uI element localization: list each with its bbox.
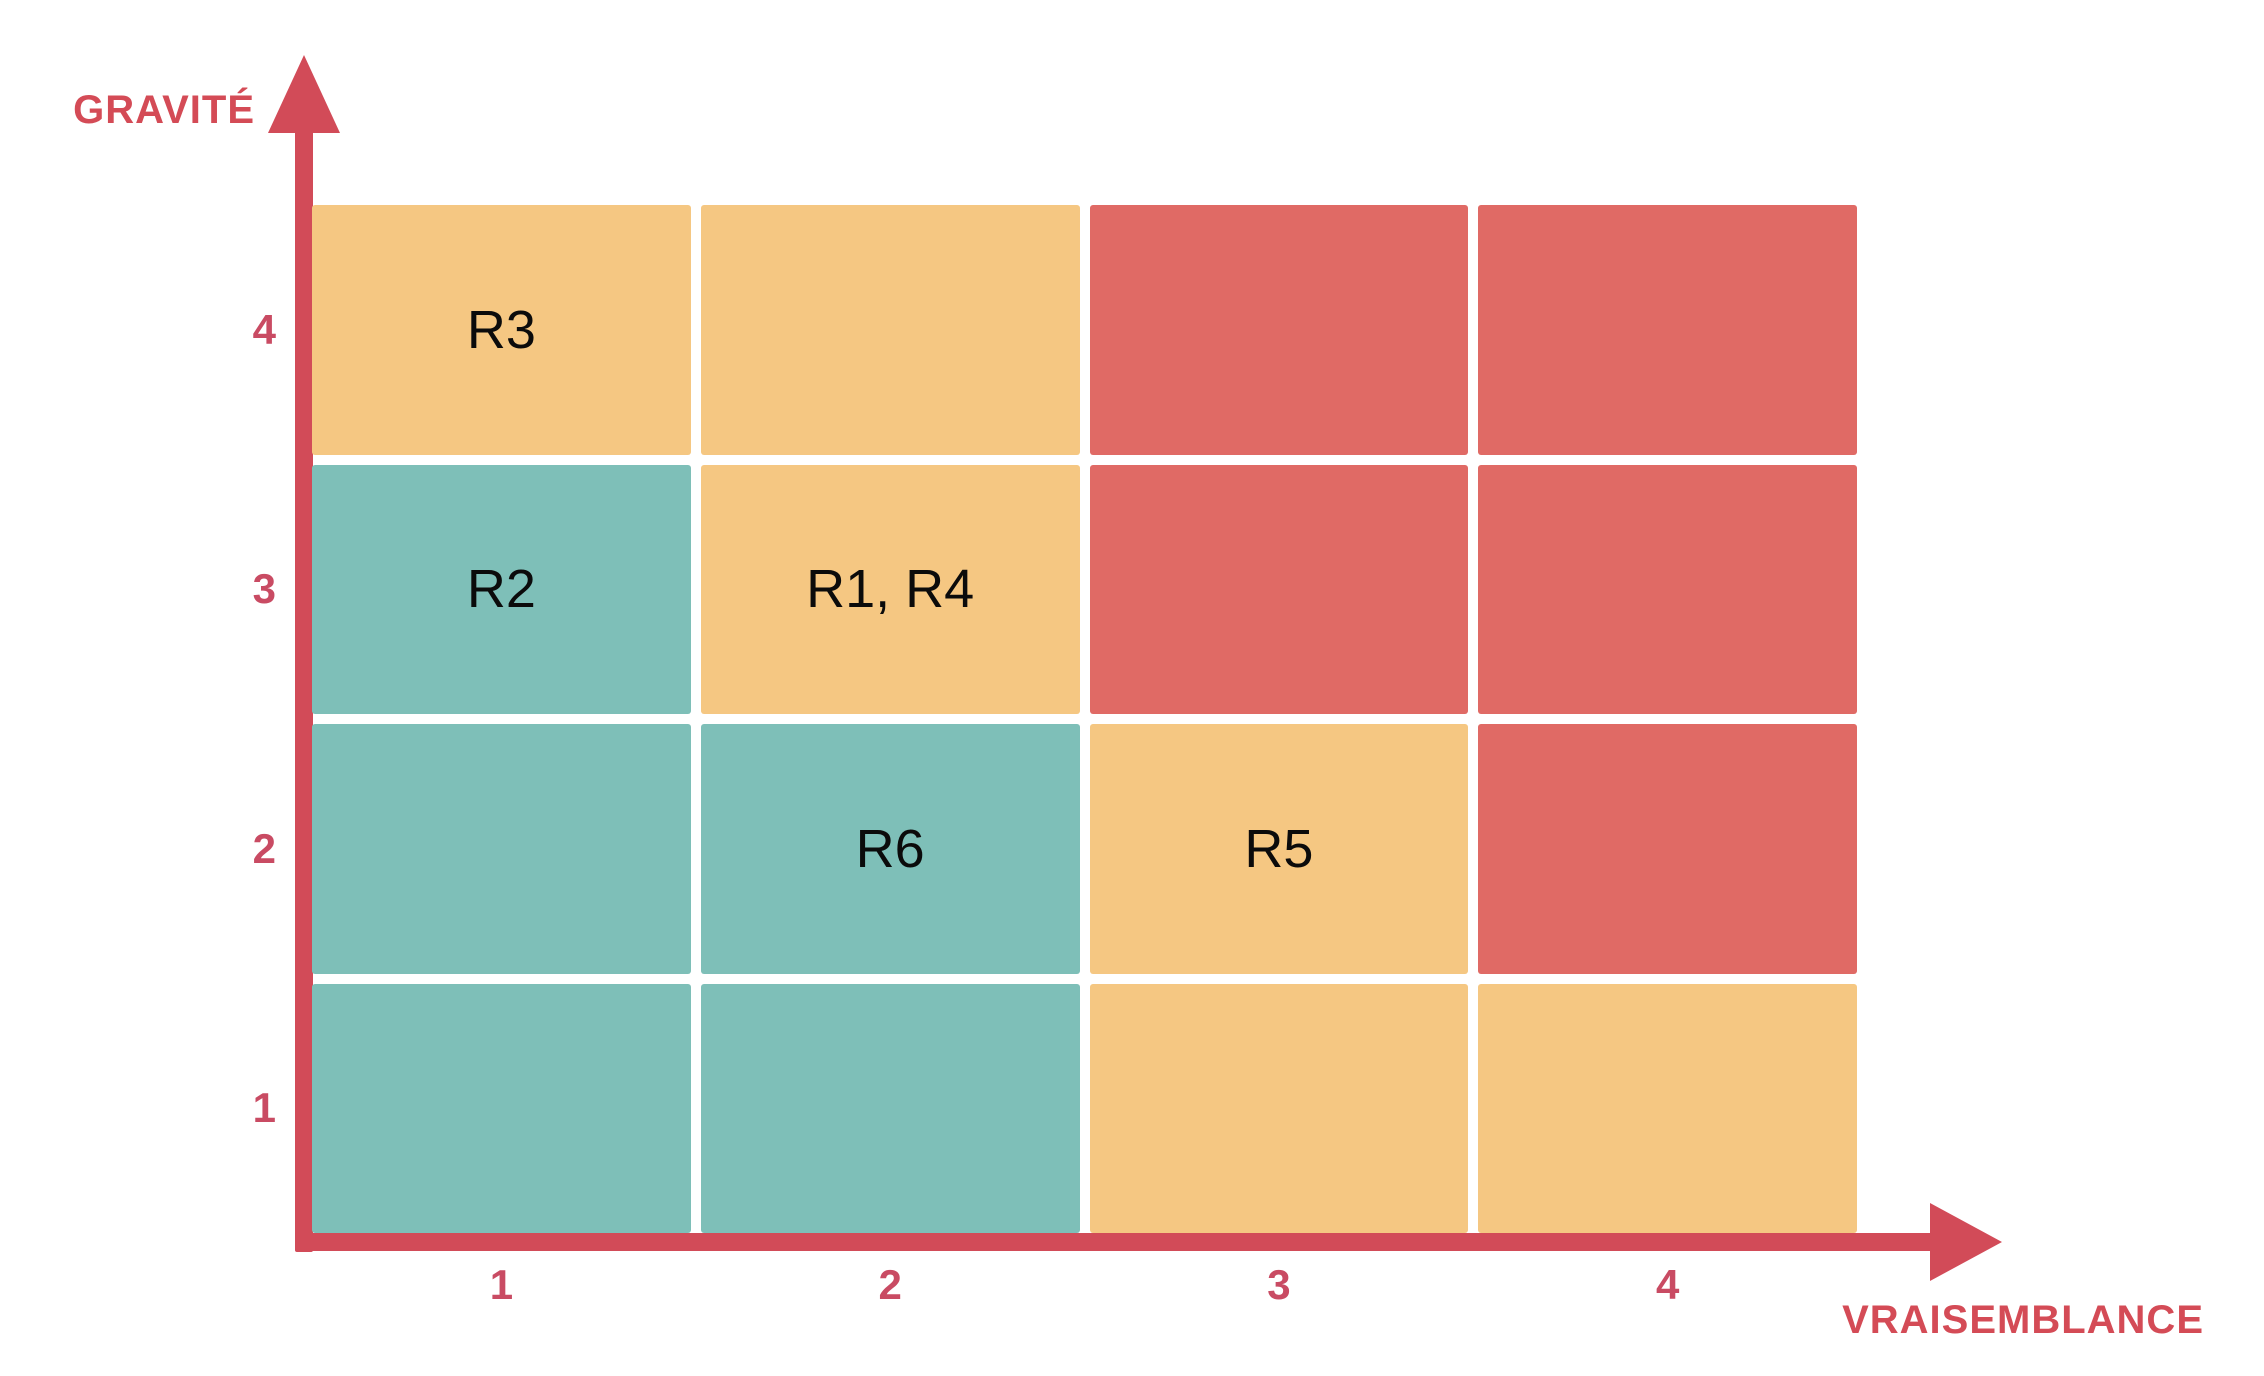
x-tick-1: 1: [489, 1261, 514, 1308]
y-axis-ticks: 4 3 2 1: [140, 205, 276, 1233]
x-tick-2: 2: [878, 1261, 902, 1308]
matrix-cell-g4-v3: [1089, 205, 1469, 455]
matrix-cell-g2-v3: R5: [1089, 724, 1469, 974]
x-axis-title: VRAISEMBLANCE: [1842, 1298, 2204, 1342]
x-tick-3: 3: [1267, 1261, 1291, 1308]
matrix-cell-g2-v4: [1478, 724, 1857, 974]
matrix-cell-g3-v1: R2: [312, 464, 691, 714]
y-tick-3: 3: [252, 565, 276, 613]
x-axis-line: [295, 1233, 1935, 1251]
y-axis-title: GRAVITÉ: [73, 88, 255, 132]
risk-label: R6: [855, 818, 925, 879]
matrix-grid: R3 R2 R1, R4 R6 R5: [312, 205, 1857, 1233]
risk-label: R3: [466, 299, 536, 360]
matrix-cell-g1-v1: [312, 983, 691, 1233]
x-axis-arrowhead-icon: [1930, 1203, 2002, 1281]
y-tick-4: 4: [252, 305, 276, 353]
matrix-cell-g2-v1: [312, 724, 691, 974]
x-axis-ticks: 1 2 3 4: [312, 1258, 1857, 1312]
matrix-cell-g4-v4: [1478, 205, 1857, 455]
matrix-cell-g4-v2: [700, 205, 1080, 455]
y-axis-arrowhead-icon: [268, 55, 340, 133]
matrix-cell-g4-v1: R3: [312, 205, 691, 455]
y-axis-line: [295, 100, 313, 1252]
risk-label: R5: [1244, 818, 1314, 879]
risk-label: R1, R4: [806, 559, 975, 620]
matrix-cell-g2-v2: R6: [700, 724, 1080, 974]
y-tick-1: 1: [252, 1084, 276, 1132]
risk-label: R2: [466, 559, 536, 620]
matrix-cell-g3-v3: [1089, 464, 1469, 714]
matrix-cell-g1-v4: [1478, 983, 1857, 1233]
matrix-cell-g1-v2: [700, 983, 1080, 1233]
matrix-cell-g3-v2: R1, R4: [700, 464, 1080, 714]
matrix-cell-g1-v3: [1089, 983, 1469, 1233]
x-tick-4: 4: [1655, 1261, 1680, 1308]
y-tick-2: 2: [252, 824, 276, 872]
matrix-cell-g3-v4: [1478, 464, 1857, 714]
